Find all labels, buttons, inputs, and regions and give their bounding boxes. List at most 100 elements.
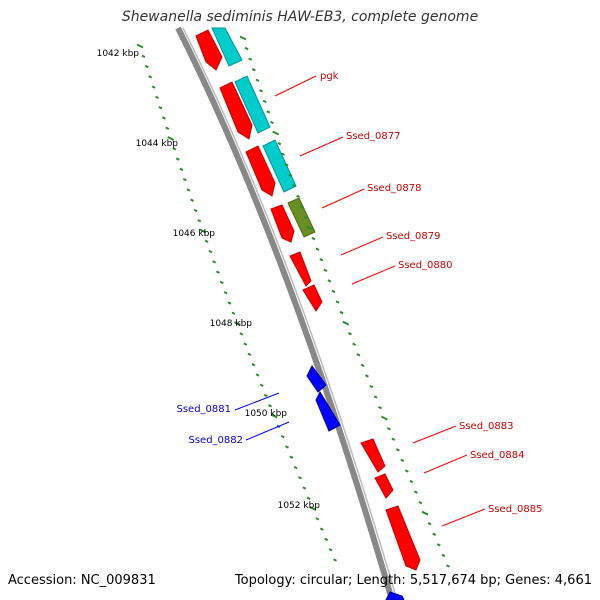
scale-tick-outer-29 (352, 342, 357, 346)
scale-tick-outer-50 (446, 564, 450, 568)
scale-tick-inner-30 (247, 352, 252, 357)
scale-tick-inner-40 (289, 455, 294, 459)
leader-ssed-0877 (299, 136, 344, 157)
gene-ssed-0880 (302, 284, 323, 312)
scale-tick-outer-16 (299, 205, 304, 209)
gene-label-ssed-0885: Ssed_0885 (488, 504, 543, 515)
scale-tick-outer-12 (284, 163, 289, 167)
scale-tick-outer-18 (306, 225, 314, 231)
scale-tick-outer-36 (380, 415, 388, 421)
scale-tick-outer-26 (339, 310, 344, 315)
scale-tick-outer-27 (342, 320, 350, 326)
scale-tick-outer-25 (335, 300, 340, 304)
scale-tick-outer-20 (315, 247, 320, 251)
scale-tick-inner-24 (223, 291, 228, 295)
scale-ticks (136, 35, 450, 568)
gene-shapes (195, 27, 421, 600)
scale-tick-inner-12 (179, 167, 184, 172)
scale-tick-outer-19 (311, 236, 316, 241)
scale-tick-outer-41 (404, 469, 409, 473)
leader-ssed-0878 (321, 188, 365, 209)
scale-tick-outer-5 (259, 89, 263, 93)
scale-tick-outer-45 (421, 510, 429, 516)
scale-tick-outer-43 (413, 490, 418, 494)
scale-tick-inner-6 (158, 106, 163, 110)
scale-tick-inner-10 (172, 147, 177, 151)
scale-tick-outer-38 (391, 437, 396, 441)
scale-label-1048: 1048 kbp (210, 319, 253, 329)
scale-tick-inner-3 (148, 75, 153, 79)
scale-tick-outer-15 (296, 194, 300, 199)
scale-tick-inner-8 (165, 126, 170, 130)
label-leader-lines (234, 75, 486, 527)
gene-label-ssed-0878: Ssed_0878 (367, 183, 422, 194)
gene-label-ssed-0880: Ssed_0880 (398, 260, 453, 271)
scale-tick-outer-1 (244, 46, 249, 51)
scale-tick-inner-1 (141, 54, 146, 58)
gene-ssed-0882 (315, 390, 341, 432)
scale-tick-inner-22 (215, 270, 220, 274)
leader-ssed-0879 (340, 236, 384, 256)
scale-tick-outer-21 (319, 258, 324, 262)
scale-tick-outer-31 (360, 363, 365, 368)
scale-tick-outer-6 (262, 99, 267, 104)
scale-tick-inner-4 (151, 85, 156, 89)
scale-tick-outer-46 (427, 522, 432, 526)
scale-tick-inner-33 (259, 383, 264, 387)
scale-tick-inner-36 (270, 413, 278, 419)
scale-tick-inner-5 (155, 95, 159, 100)
scale-tick-inner-17 (197, 219, 202, 223)
scale-tick-outer-22 (323, 268, 328, 272)
leader-pgk (274, 75, 317, 97)
scale-tick-inner-18 (199, 228, 207, 234)
scale-tick-outer-48 (436, 543, 441, 547)
gene-ssed-0879 (289, 251, 312, 287)
scale-tick-outer-0 (239, 35, 247, 41)
scale-tick-outer-37 (386, 427, 391, 431)
gene-ssed-0881 (306, 365, 327, 393)
scale-tick-outer-30 (356, 353, 361, 357)
scale-tick-outer-10 (277, 141, 282, 146)
scale-tick-outer-39 (395, 448, 400, 452)
scale-tick-inner-25 (227, 301, 232, 305)
scale-tick-inner-16 (193, 208, 198, 213)
accession-text: Accession: NC_009831 (8, 573, 156, 588)
scale-tick-inner-44 (306, 496, 311, 500)
gene-ssed-0885 (385, 505, 421, 571)
scale-tick-outer-13 (288, 173, 293, 177)
scale-tick-outer-23 (327, 279, 332, 283)
scale-tick-inner-31 (251, 363, 256, 367)
scale-tick-inner-11 (175, 157, 180, 161)
scale-tick-outer-33 (369, 384, 374, 389)
gene-ssed-0878 (270, 204, 295, 243)
scale-tick-inner-35 (268, 404, 272, 408)
scale-tick-outer-9 (272, 130, 280, 136)
scale-tick-inner-39 (285, 445, 289, 449)
scale-tick-outer-8 (269, 120, 274, 125)
scale-tick-outer-7 (266, 110, 271, 114)
gene-label-ssed-0883: Ssed_0883 (459, 421, 514, 432)
scale-tick-inner-27 (233, 321, 241, 326)
gene-ssed-0884 (374, 473, 394, 499)
scale-tick-outer-14 (292, 184, 297, 188)
scale-label-1042: 1042 kbp (97, 49, 140, 59)
scale-tick-inner-19 (204, 239, 209, 243)
scale-label-1050: 1050 kbp (245, 409, 288, 419)
leader-ssed-0883 (412, 425, 457, 444)
gene-ssed-0883 (360, 438, 386, 473)
leader-ssed-0881 (234, 392, 280, 411)
scale-tick-inner-34 (263, 393, 268, 398)
scale-tick-inner-26 (231, 311, 236, 315)
gene-cyan-2 (234, 75, 271, 134)
leader-ssed-0882 (245, 421, 290, 441)
scale-tick-inner-45 (309, 506, 317, 511)
gene-label-ssed-0877: Ssed_0877 (346, 131, 401, 142)
scale-tick-inner-21 (212, 260, 217, 264)
scale-labels: 1042 kbp 1044 kbp 1046 kbp 1048 kbp 1050… (97, 49, 321, 511)
scale-tick-inner-42 (297, 476, 302, 480)
scale-tick-inner-47 (319, 527, 324, 531)
scale-tick-outer-32 (365, 374, 369, 378)
scale-tick-outer-28 (347, 332, 352, 336)
scale-tick-outer-49 (441, 553, 446, 558)
